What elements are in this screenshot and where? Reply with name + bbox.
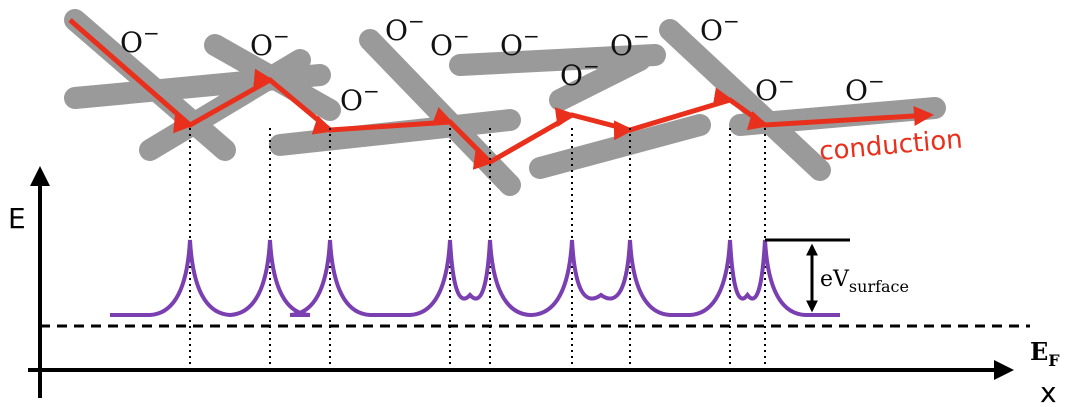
subscript: F xyxy=(1048,351,1060,370)
oxygen-label: O− xyxy=(340,79,380,117)
text: O xyxy=(340,84,363,117)
text: O xyxy=(500,29,523,62)
text: O xyxy=(845,74,868,107)
superscript: − xyxy=(633,24,650,48)
text: E xyxy=(1030,337,1048,366)
oxygen-label: O− xyxy=(385,9,425,47)
conduction-label: conduction xyxy=(818,125,964,167)
text: O xyxy=(560,59,583,92)
oxygen-labels: O− O− O−O− O− O− O−O− O−O− O− xyxy=(120,9,885,117)
oxygen-label: O− xyxy=(120,21,160,59)
superscript: − xyxy=(523,24,540,48)
superscript: − xyxy=(363,79,380,103)
fermi-label: EF xyxy=(1030,337,1060,370)
superscript: − xyxy=(273,24,290,48)
text: O xyxy=(755,74,778,107)
text: O xyxy=(700,14,723,47)
superscript: − xyxy=(453,24,470,48)
oxygen-label: O− xyxy=(700,9,740,47)
superscript: − xyxy=(143,21,160,45)
oxygen-label: O− xyxy=(250,24,290,62)
oxygen-label: O− xyxy=(755,69,795,107)
superscript: − xyxy=(408,9,425,33)
text: O xyxy=(385,14,408,47)
oxygen-label: O− xyxy=(430,24,470,62)
x-axis-label: x xyxy=(1040,376,1057,407)
oxygen-label: O− xyxy=(610,24,650,62)
superscript: − xyxy=(583,54,600,78)
text: O xyxy=(120,26,143,59)
text: O xyxy=(430,29,453,62)
text: eV xyxy=(820,267,850,292)
e-axis-label: E xyxy=(8,202,26,235)
nanowire xyxy=(659,19,831,181)
conduction-path xyxy=(68,18,934,170)
oxygen-label: O− xyxy=(845,69,885,107)
oxygen-label: O− xyxy=(500,24,540,62)
surface-barrier-label: eVsurface xyxy=(820,267,909,296)
band-curve xyxy=(110,239,840,318)
text: O xyxy=(610,29,633,62)
nanowire xyxy=(529,114,711,179)
superscript: − xyxy=(723,9,740,33)
superscript: − xyxy=(778,69,795,93)
text: O xyxy=(250,29,273,62)
superscript: − xyxy=(868,69,885,93)
subscript: surface xyxy=(849,277,909,296)
oxygen-label: O− xyxy=(560,54,600,92)
